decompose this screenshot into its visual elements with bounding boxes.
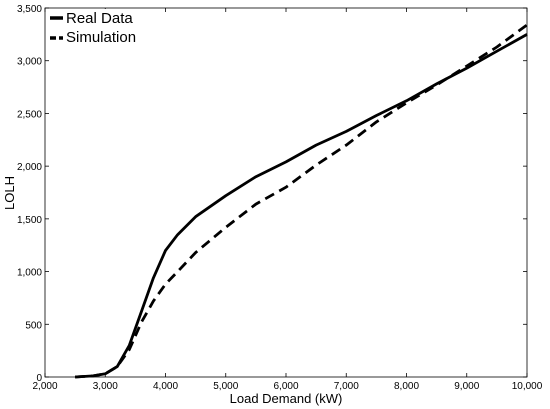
x-tick-label: 10,000	[512, 381, 543, 392]
x-axis-title: Load Demand (kW)	[230, 391, 343, 406]
legend-label-simulation: Simulation	[66, 29, 136, 46]
plot-area	[44, 7, 528, 378]
y-axis-ticks: 0 500 1,000 1,500 2,000 2,500 3,000 3,500	[17, 4, 527, 384]
legend: Real Data Simulation	[46, 9, 146, 47]
series-line-simulation	[75, 23, 528, 379]
x-tick-label: 8,000	[394, 381, 419, 392]
y-tick-label: 3,500	[17, 4, 42, 15]
y-tick-label: 500	[25, 320, 42, 331]
x-tick-label: 4,000	[153, 381, 178, 392]
series-layer	[75, 23, 528, 379]
x-tick-label: 2,000	[32, 381, 57, 392]
y-axis-title: LOLH	[2, 176, 17, 210]
x-tick-label: 7,000	[334, 381, 359, 392]
x-tick-label: 5,000	[213, 381, 238, 392]
y-tick-label: 3,000	[17, 57, 42, 68]
x-tick-label: 6,000	[273, 381, 298, 392]
legend-box	[46, 9, 146, 47]
y-tick-label: 0	[36, 373, 42, 384]
y-tick-label: 2,000	[17, 162, 42, 173]
legend-label-real-data: Real Data	[66, 10, 133, 27]
x-tick-label: 9,000	[454, 381, 479, 392]
y-tick-label: 1,000	[17, 268, 42, 279]
y-tick-label: 2,500	[17, 109, 42, 120]
x-axis-ticks: 2,000 3,000 4,000 5,000 6,000 7,000 8,000 9,000…	[32, 8, 543, 392]
y-tick-label: 1,500	[17, 215, 42, 226]
x-tick-label: 3,000	[93, 381, 118, 392]
